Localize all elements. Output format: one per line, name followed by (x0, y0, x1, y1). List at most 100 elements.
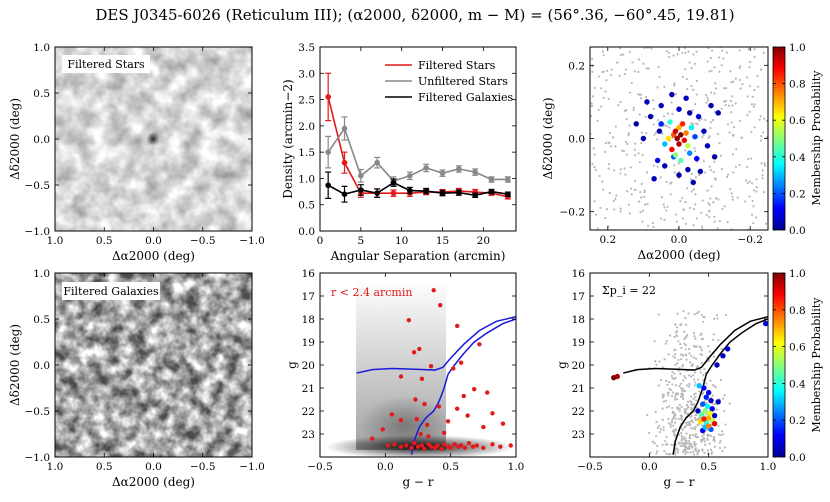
background-star (726, 123, 730, 126)
background-star (731, 153, 735, 156)
member-star (709, 406, 715, 412)
y-tick-label: 20 (572, 360, 585, 372)
background-star (688, 443, 691, 446)
background-star (605, 79, 608, 82)
background-star (687, 347, 691, 351)
background-star (654, 131, 658, 134)
background-star (683, 375, 686, 378)
cmd-star (398, 374, 404, 379)
background-star (674, 384, 678, 387)
background-star (681, 353, 684, 357)
member-star (695, 408, 701, 414)
background-star (670, 443, 673, 447)
background-star (619, 210, 622, 213)
cmd-star (392, 442, 397, 447)
cmd-star (417, 346, 422, 352)
member-star (692, 133, 698, 140)
y-tick-label: 20 (302, 360, 315, 372)
background-star (653, 442, 656, 445)
background-star (710, 185, 713, 188)
background-star (750, 182, 754, 185)
colorbar-label: Membership Probability (810, 70, 823, 206)
background-star (593, 200, 596, 203)
background-star (692, 188, 696, 191)
background-star (697, 378, 700, 381)
background-star (687, 385, 691, 388)
x-tick-label: −0.5 (307, 461, 333, 473)
background-star (667, 51, 670, 54)
isochrone-line (672, 318, 768, 455)
background-star (688, 437, 692, 440)
background-star (689, 420, 692, 423)
background-star (662, 426, 665, 429)
background-star (610, 73, 613, 77)
background-star (719, 154, 723, 157)
background-star (658, 424, 661, 427)
y-axis-label: Density (arcmin−2) (281, 79, 295, 198)
background-star (684, 201, 687, 204)
background-star (752, 205, 755, 208)
background-star (671, 391, 675, 394)
background-star (732, 125, 736, 129)
member-star (656, 128, 663, 134)
cmd-star (458, 360, 464, 365)
background-star (681, 444, 684, 448)
background-star (681, 387, 685, 390)
background-star (676, 451, 680, 454)
background-star (681, 394, 684, 398)
background-star (639, 97, 643, 100)
data-point (488, 176, 495, 183)
background-star (651, 221, 655, 225)
background-star (714, 178, 717, 181)
background-star (684, 348, 687, 351)
background-star (604, 141, 607, 145)
cmd-star (490, 411, 495, 416)
background-star (644, 115, 647, 119)
background-star (721, 433, 725, 436)
background-star (700, 440, 703, 443)
background-star (680, 346, 683, 350)
background-star (762, 131, 765, 134)
background-star (625, 109, 628, 112)
background-star (679, 395, 683, 398)
colorbar-tick-label: 0.6 (789, 342, 806, 354)
background-star (656, 165, 659, 168)
background-star (692, 88, 695, 91)
background-star (684, 317, 687, 320)
background-star (701, 199, 704, 202)
background-star (601, 50, 605, 53)
background-star (685, 78, 688, 81)
background-star (661, 132, 664, 135)
y-tick-label: 18 (572, 314, 585, 326)
background-star (613, 208, 616, 211)
member-star (703, 394, 709, 400)
data-point (423, 165, 429, 171)
background-star (709, 197, 712, 200)
background-star (690, 364, 693, 367)
background-star (639, 190, 642, 194)
background-star (682, 379, 685, 382)
background-star (645, 132, 648, 135)
data-point (472, 169, 478, 175)
density-series (325, 72, 511, 203)
background-star (682, 208, 686, 211)
x-tick-label: −0.5 (190, 235, 216, 247)
cmd-star (441, 442, 447, 447)
background-star (710, 451, 714, 454)
background-star (683, 410, 686, 414)
background-star (674, 92, 677, 96)
background-star (591, 162, 594, 166)
axes: 1.0 0.5 0.0 −0.5 −1.01.00.50.0−0.5−1.0Δα2000… (8, 268, 265, 489)
background-star (679, 382, 682, 385)
background-star (665, 443, 668, 446)
background-star (710, 69, 713, 72)
background-star (634, 142, 637, 145)
background-star (674, 417, 677, 420)
background-star (693, 62, 696, 65)
cmd-star (428, 444, 434, 449)
background-star (677, 358, 680, 362)
background-star (623, 167, 626, 170)
background-star (703, 316, 706, 319)
background-star (706, 433, 709, 436)
background-star (685, 432, 688, 435)
